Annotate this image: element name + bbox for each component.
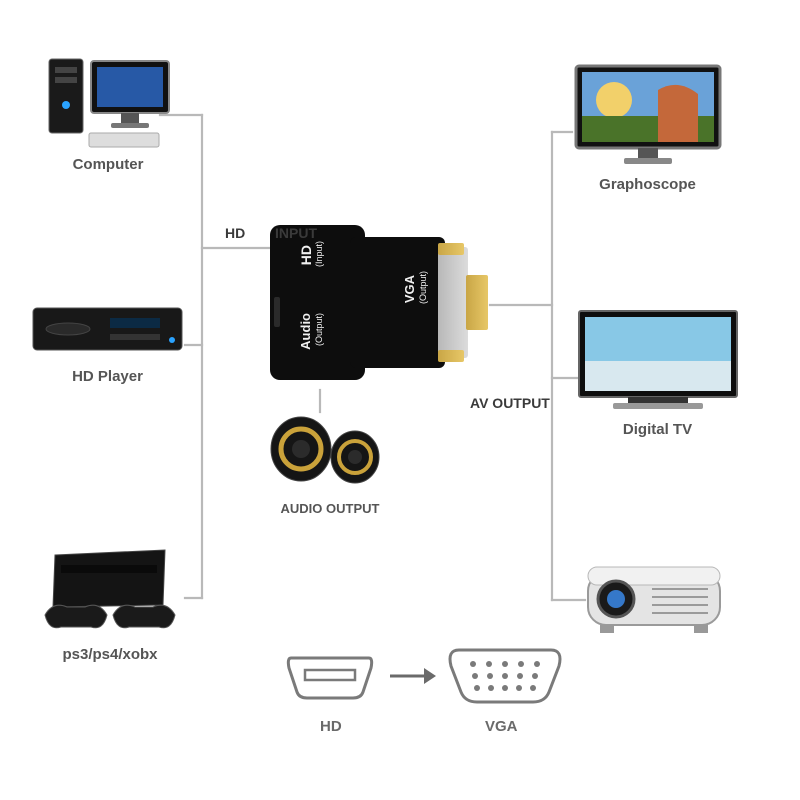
digitaltv-icon [573,305,743,415]
computer-device: Computer [38,55,178,173]
computer-icon [43,55,173,150]
speakers-device: AUDIO OUTPUT [265,405,395,516]
adapter-hd-sub: (Input) [314,241,324,267]
adapter-audio-sub: (Output) [314,313,324,346]
vga-connector-label: VGA [485,718,518,735]
hd-port-icon [285,650,375,705]
hdplayer-label: HD Player [72,368,143,385]
adapter-hd-text: HD [298,245,314,265]
vga-port-icon [445,640,565,710]
avoutput-label: AV OUTPUT [470,395,550,411]
graphoscope-label: Graphoscope [599,176,696,193]
input-label: INPUT [275,225,317,241]
adapter-audio-text: Audio [298,313,313,350]
adapter-device: HD (Input) Audio (Output) VGA (Output) [270,215,490,390]
graphoscope-icon [568,60,728,170]
graphoscope-device: Graphoscope [565,60,730,193]
projector-device [575,545,735,645]
console-icon [35,535,185,640]
diagram-stage: HD (Input) Audio (Output) VGA (Output) C… [0,0,800,800]
hd-label: HD [225,225,245,241]
console-device: ps3/ps4/xobx [30,535,190,663]
arrow-icon [388,666,438,686]
digitaltv-device: Digital TV [570,305,745,438]
hd-connector-label: HD [320,718,342,735]
digitaltv-label: Digital TV [623,421,692,438]
speakers-label: AUDIO OUTPUT [281,501,380,516]
projector-icon [578,545,733,645]
hdplayer-device: HD Player [30,300,185,385]
adapter-vga-text: VGA [402,275,417,303]
console-label: ps3/ps4/xobx [62,646,157,663]
hdplayer-icon [30,300,185,362]
speakers-icon [265,405,395,495]
computer-label: Computer [73,156,144,173]
adapter-vga-sub: (Output) [418,271,428,304]
